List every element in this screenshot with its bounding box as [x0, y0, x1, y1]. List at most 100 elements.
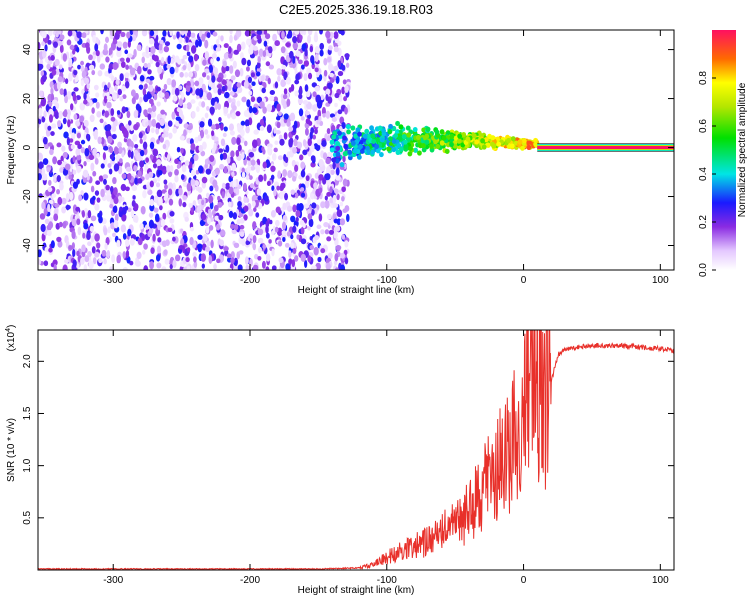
spectrogram-cell — [283, 132, 288, 140]
spectrogram-cell — [265, 61, 271, 67]
spectrogram-cell — [83, 264, 88, 270]
spectrogram-cell — [346, 213, 350, 223]
spectrogram-cell — [133, 48, 137, 58]
spectrogram-cell — [289, 112, 296, 122]
spectrogram-cell — [326, 39, 332, 44]
spectrogram-cell — [214, 101, 218, 110]
spectrogram-cell — [147, 189, 153, 196]
spectrogram-cell — [217, 201, 223, 208]
spectrogram-cell — [319, 42, 325, 50]
spectrogram-cell — [314, 67, 319, 73]
spectrogram-cell — [80, 257, 85, 265]
spectrogram-cell — [41, 175, 48, 181]
spectrogram-cell — [142, 249, 146, 255]
spectrogram-cell — [146, 93, 152, 100]
spectrogram-cell — [307, 255, 312, 263]
spectrogram-cell — [244, 140, 248, 147]
spectrogram-cell — [302, 139, 307, 147]
spectrogram-cell — [53, 174, 57, 183]
spectrogram-cell — [325, 30, 331, 39]
spectrogram-cell — [166, 77, 172, 86]
spectrogram-cell — [457, 133, 463, 139]
spectrogram-cell — [103, 178, 107, 185]
spectrogram-cell — [243, 158, 247, 166]
spectrogram-cell — [333, 31, 339, 40]
y-tick-label: 1.0 — [22, 458, 33, 472]
spectrogram-cell — [126, 31, 131, 39]
spectrogram-cell — [38, 161, 44, 170]
spectrogram-cell — [143, 62, 148, 69]
spectrogram-cell — [295, 216, 299, 222]
colorbar-tick-label: 0.2 — [698, 215, 709, 229]
spectrogram-cell — [107, 226, 111, 234]
colorbar-tick-label: 0.0 — [698, 263, 709, 277]
spectrogram-cell — [97, 136, 102, 145]
spectrogram-cell — [129, 67, 136, 76]
spectrogram-cell — [150, 46, 156, 54]
spectrogram-cell — [265, 33, 271, 40]
spectrogram-cell — [103, 95, 108, 104]
spectrogram-cell — [248, 46, 254, 55]
spectrogram-cell — [336, 209, 343, 218]
spectrogram-cell — [272, 44, 277, 51]
spectrogram-cell — [186, 247, 191, 253]
spectrogram-cell — [68, 174, 72, 180]
spectrogram-cell — [148, 212, 154, 218]
spectrogram-cell — [220, 35, 224, 42]
spectrogram-cell — [333, 226, 338, 233]
spectrogram-cell — [286, 231, 291, 237]
spectrogram-cell — [138, 84, 144, 90]
spectrogram-cell — [219, 153, 224, 161]
spectrogram-cell — [240, 120, 246, 126]
spectrogram-cell — [113, 220, 119, 229]
spectrogram-cell — [70, 103, 74, 111]
spectrogram-cell — [265, 266, 270, 270]
spectrogram-cell — [156, 262, 162, 269]
spectrogram-cell — [186, 182, 192, 192]
spectrogram-cell — [250, 72, 255, 78]
x-tick-label: -200 — [240, 275, 260, 286]
spectrogram-cell — [179, 135, 185, 141]
spectrogram-cell — [393, 133, 399, 139]
spectrogram-cell — [41, 41, 46, 46]
spectrogram-cell — [339, 201, 344, 207]
spectrogram-cell — [181, 58, 185, 64]
spectrogram-cell — [98, 175, 104, 182]
spectrogram-cell — [304, 110, 311, 116]
spectrogram-cell — [155, 127, 160, 135]
spectrogram-cell — [82, 177, 87, 183]
spectrogram-cell — [221, 79, 227, 86]
spectrogram-cell — [281, 64, 287, 70]
spectrogram-cell — [123, 129, 129, 139]
spectrogram-cell — [81, 250, 86, 258]
spectrogram-cell — [276, 103, 281, 112]
spectrogram-cell — [152, 178, 158, 184]
spectrogram-cell — [59, 44, 64, 54]
spectrogram-cell — [262, 106, 267, 114]
spectrogram-cell — [97, 70, 103, 77]
spectrogram-cell — [282, 169, 288, 178]
spectrogram-cell — [490, 141, 495, 147]
spectrogram-cell — [227, 113, 231, 119]
spectrogram-cell — [116, 50, 122, 58]
spectrogram-cell — [290, 215, 296, 223]
spectrogram-cell — [124, 49, 129, 55]
spectrogram-cell — [335, 174, 341, 181]
colorbar-tick-label: 0.8 — [698, 71, 709, 85]
spectrogram-cell — [315, 262, 321, 270]
spectrogram-cell — [429, 143, 434, 150]
spectrogram-cell — [206, 134, 210, 139]
spectrogram-cell — [112, 39, 118, 45]
spectrogram-cell — [125, 249, 130, 259]
spectrogram-cell — [279, 191, 284, 200]
spectrogram-cell — [483, 137, 489, 143]
spectrogram-cell — [319, 30, 323, 35]
spectrogram-cell — [270, 209, 276, 218]
spectrogram-cell — [180, 174, 185, 181]
spectrogram-cell — [222, 73, 227, 79]
spectrogram-cell — [162, 143, 167, 150]
spectrogram-cell — [160, 92, 165, 98]
spectrogram-cell — [253, 253, 259, 260]
spectrogram-cell — [314, 207, 318, 215]
spectrogram-cell — [231, 112, 237, 120]
